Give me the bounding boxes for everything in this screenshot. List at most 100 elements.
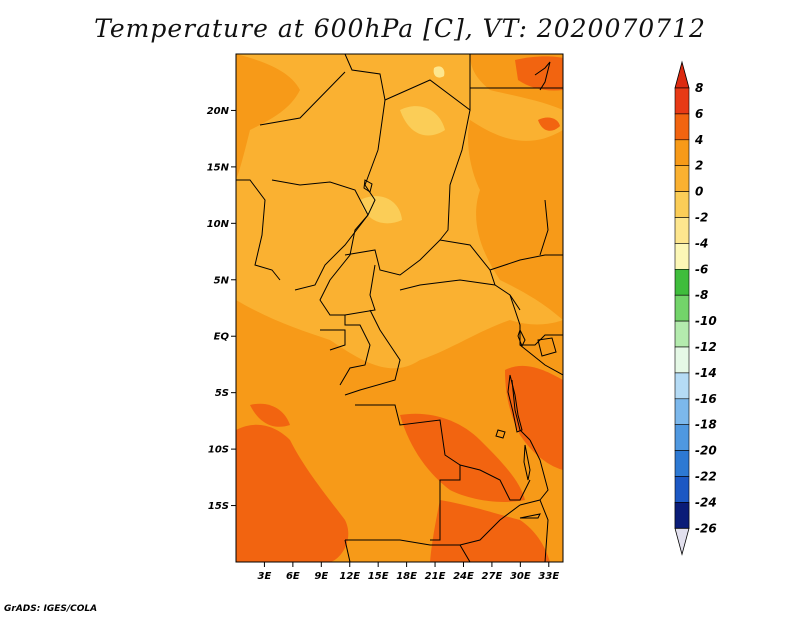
colorbar-swatch	[674, 268, 690, 296]
border-congo	[339, 315, 371, 386]
colorbar-label: -6	[695, 262, 708, 276]
border-cameroon	[319, 214, 369, 316]
lat-tick-label: 20N	[207, 106, 230, 117]
border-tanzania-drc	[511, 379, 531, 441]
colorbar-swatch	[674, 450, 690, 477]
colorbar-label: -12	[695, 340, 717, 354]
border-libya-chad	[384, 54, 471, 111]
colorbar-label: -8	[695, 288, 708, 302]
lat-tick-label: 15N	[207, 162, 230, 173]
lake-malawi	[523, 444, 531, 481]
colorbar-label: -22	[695, 470, 717, 484]
border-mali-niger	[259, 71, 346, 126]
colorbar-bottom-arrow	[674, 527, 690, 556]
lake-mweru	[495, 429, 506, 439]
colorbar-label: 2	[695, 159, 703, 173]
colorbar-label: -24	[695, 495, 717, 509]
colorbar-label: -18	[695, 418, 717, 432]
colorbar-swatch	[674, 113, 690, 141]
longitude-axis: 3E 6E 9E 12E 15E 18E 21E 24E 27E 30E 33E	[258, 562, 559, 582]
colorbar-label: -20	[695, 444, 717, 458]
border-angola-namibia	[345, 539, 460, 546]
border-car	[344, 239, 496, 286]
border-ethiopia	[539, 199, 549, 256]
colorbar-label: -16	[695, 392, 717, 406]
colorbar-swatch	[674, 502, 690, 529]
colorbar: 8 6 4 2 0 -2 -4 -6 -8 -10 -12 -14 -16 -18 -20 -22 -24 -26	[674, 60, 717, 556]
page-title: Temperature at 600hPa [C], VT: 202007071…	[94, 14, 706, 43]
colorbar-label: -10	[695, 314, 717, 328]
field-region-6to8-southwest	[236, 424, 349, 562]
lon-tick-label: 30E	[510, 571, 531, 582]
lon-tick-label: 24E	[453, 571, 474, 582]
lat-tick-label: EQ	[214, 332, 230, 343]
colorbar-label: -4	[695, 236, 708, 250]
lat-tick-label: 10S	[208, 445, 229, 456]
lon-tick-label: 27E	[482, 571, 503, 582]
colorbar-label: -26	[695, 521, 717, 535]
border-cameroon-car-south	[344, 264, 376, 316]
field-region-6to8-northeast	[515, 56, 563, 91]
colorbar-swatch	[674, 139, 690, 167]
colorbar-swatch	[674, 243, 690, 270]
lat-tick-label: 5N	[214, 275, 230, 286]
field-region-minus2to0-spot	[433, 66, 445, 78]
field-region-6to8-east	[505, 365, 563, 470]
field-region-6to8-east-2	[538, 117, 560, 131]
border-mozambique	[519, 499, 549, 562]
lon-tick-label: 15E	[368, 571, 389, 582]
lat-tick-label: 10N	[207, 219, 230, 230]
colorbar-swatch	[674, 424, 690, 451]
latitude-axis: 20N 15N 10N 5N EQ 5S 10S 15S	[207, 106, 236, 512]
lake-chad	[363, 179, 373, 193]
country-borders	[236, 54, 563, 562]
lon-tick-label: 3E	[258, 571, 272, 582]
colorbar-label: 8	[695, 81, 703, 95]
colorbar-swatch	[674, 346, 690, 374]
colorbar-swatch	[674, 320, 690, 348]
lake-albert	[517, 328, 526, 348]
colorbar-top-arrow	[674, 60, 690, 89]
credit-text: GrADS: IGES/COLA	[4, 604, 98, 614]
lon-tick-label: 6E	[286, 571, 300, 582]
border-algeria-libya	[344, 54, 386, 151]
border-namibia-coast	[344, 539, 351, 562]
colorbar-label: 6	[695, 107, 703, 121]
colorbar-swatch	[674, 87, 690, 115]
border-drc-west	[344, 309, 401, 396]
colorbar-label: -2	[695, 211, 708, 225]
lon-tick-label: 33E	[538, 571, 559, 582]
colorbar-swatch	[674, 476, 690, 503]
lon-tick-label: 9E	[314, 571, 328, 582]
field-region-4to6-west	[236, 54, 300, 180]
lon-tick-label: 12E	[339, 571, 360, 582]
field-region-6to8-southwest-2	[250, 403, 290, 427]
border-uganda	[509, 294, 563, 346]
border-botswana	[459, 544, 471, 562]
colorbar-swatch	[674, 217, 690, 244]
lat-tick-label: 15S	[208, 501, 229, 512]
field-region-0to2-central	[360, 196, 402, 224]
map-frame	[235, 53, 564, 563]
colorbar-swatch	[674, 165, 690, 192]
border-malawi	[529, 439, 549, 501]
border-gabon	[320, 329, 346, 351]
colorbar-label: 4	[694, 133, 703, 147]
lake-tanganyika	[507, 374, 523, 433]
red-sea-coast	[534, 61, 551, 91]
border-zambia-zimbabwe	[459, 504, 521, 546]
colorbar-swatch	[674, 372, 690, 400]
field-region-0to2-north	[400, 106, 445, 136]
border-west-africa	[236, 179, 281, 281]
field-region-4to6-east	[468, 120, 563, 320]
border-south-sudan	[489, 254, 563, 271]
border-zambia	[459, 464, 531, 501]
colorbar-swatch	[674, 294, 690, 322]
lon-tick-label: 21E	[425, 571, 446, 582]
colorbar-label: -14	[695, 366, 717, 380]
border-kenya-tanzania	[519, 344, 563, 376]
lake-victoria	[537, 337, 557, 357]
lat-tick-label: 5S	[215, 388, 229, 399]
